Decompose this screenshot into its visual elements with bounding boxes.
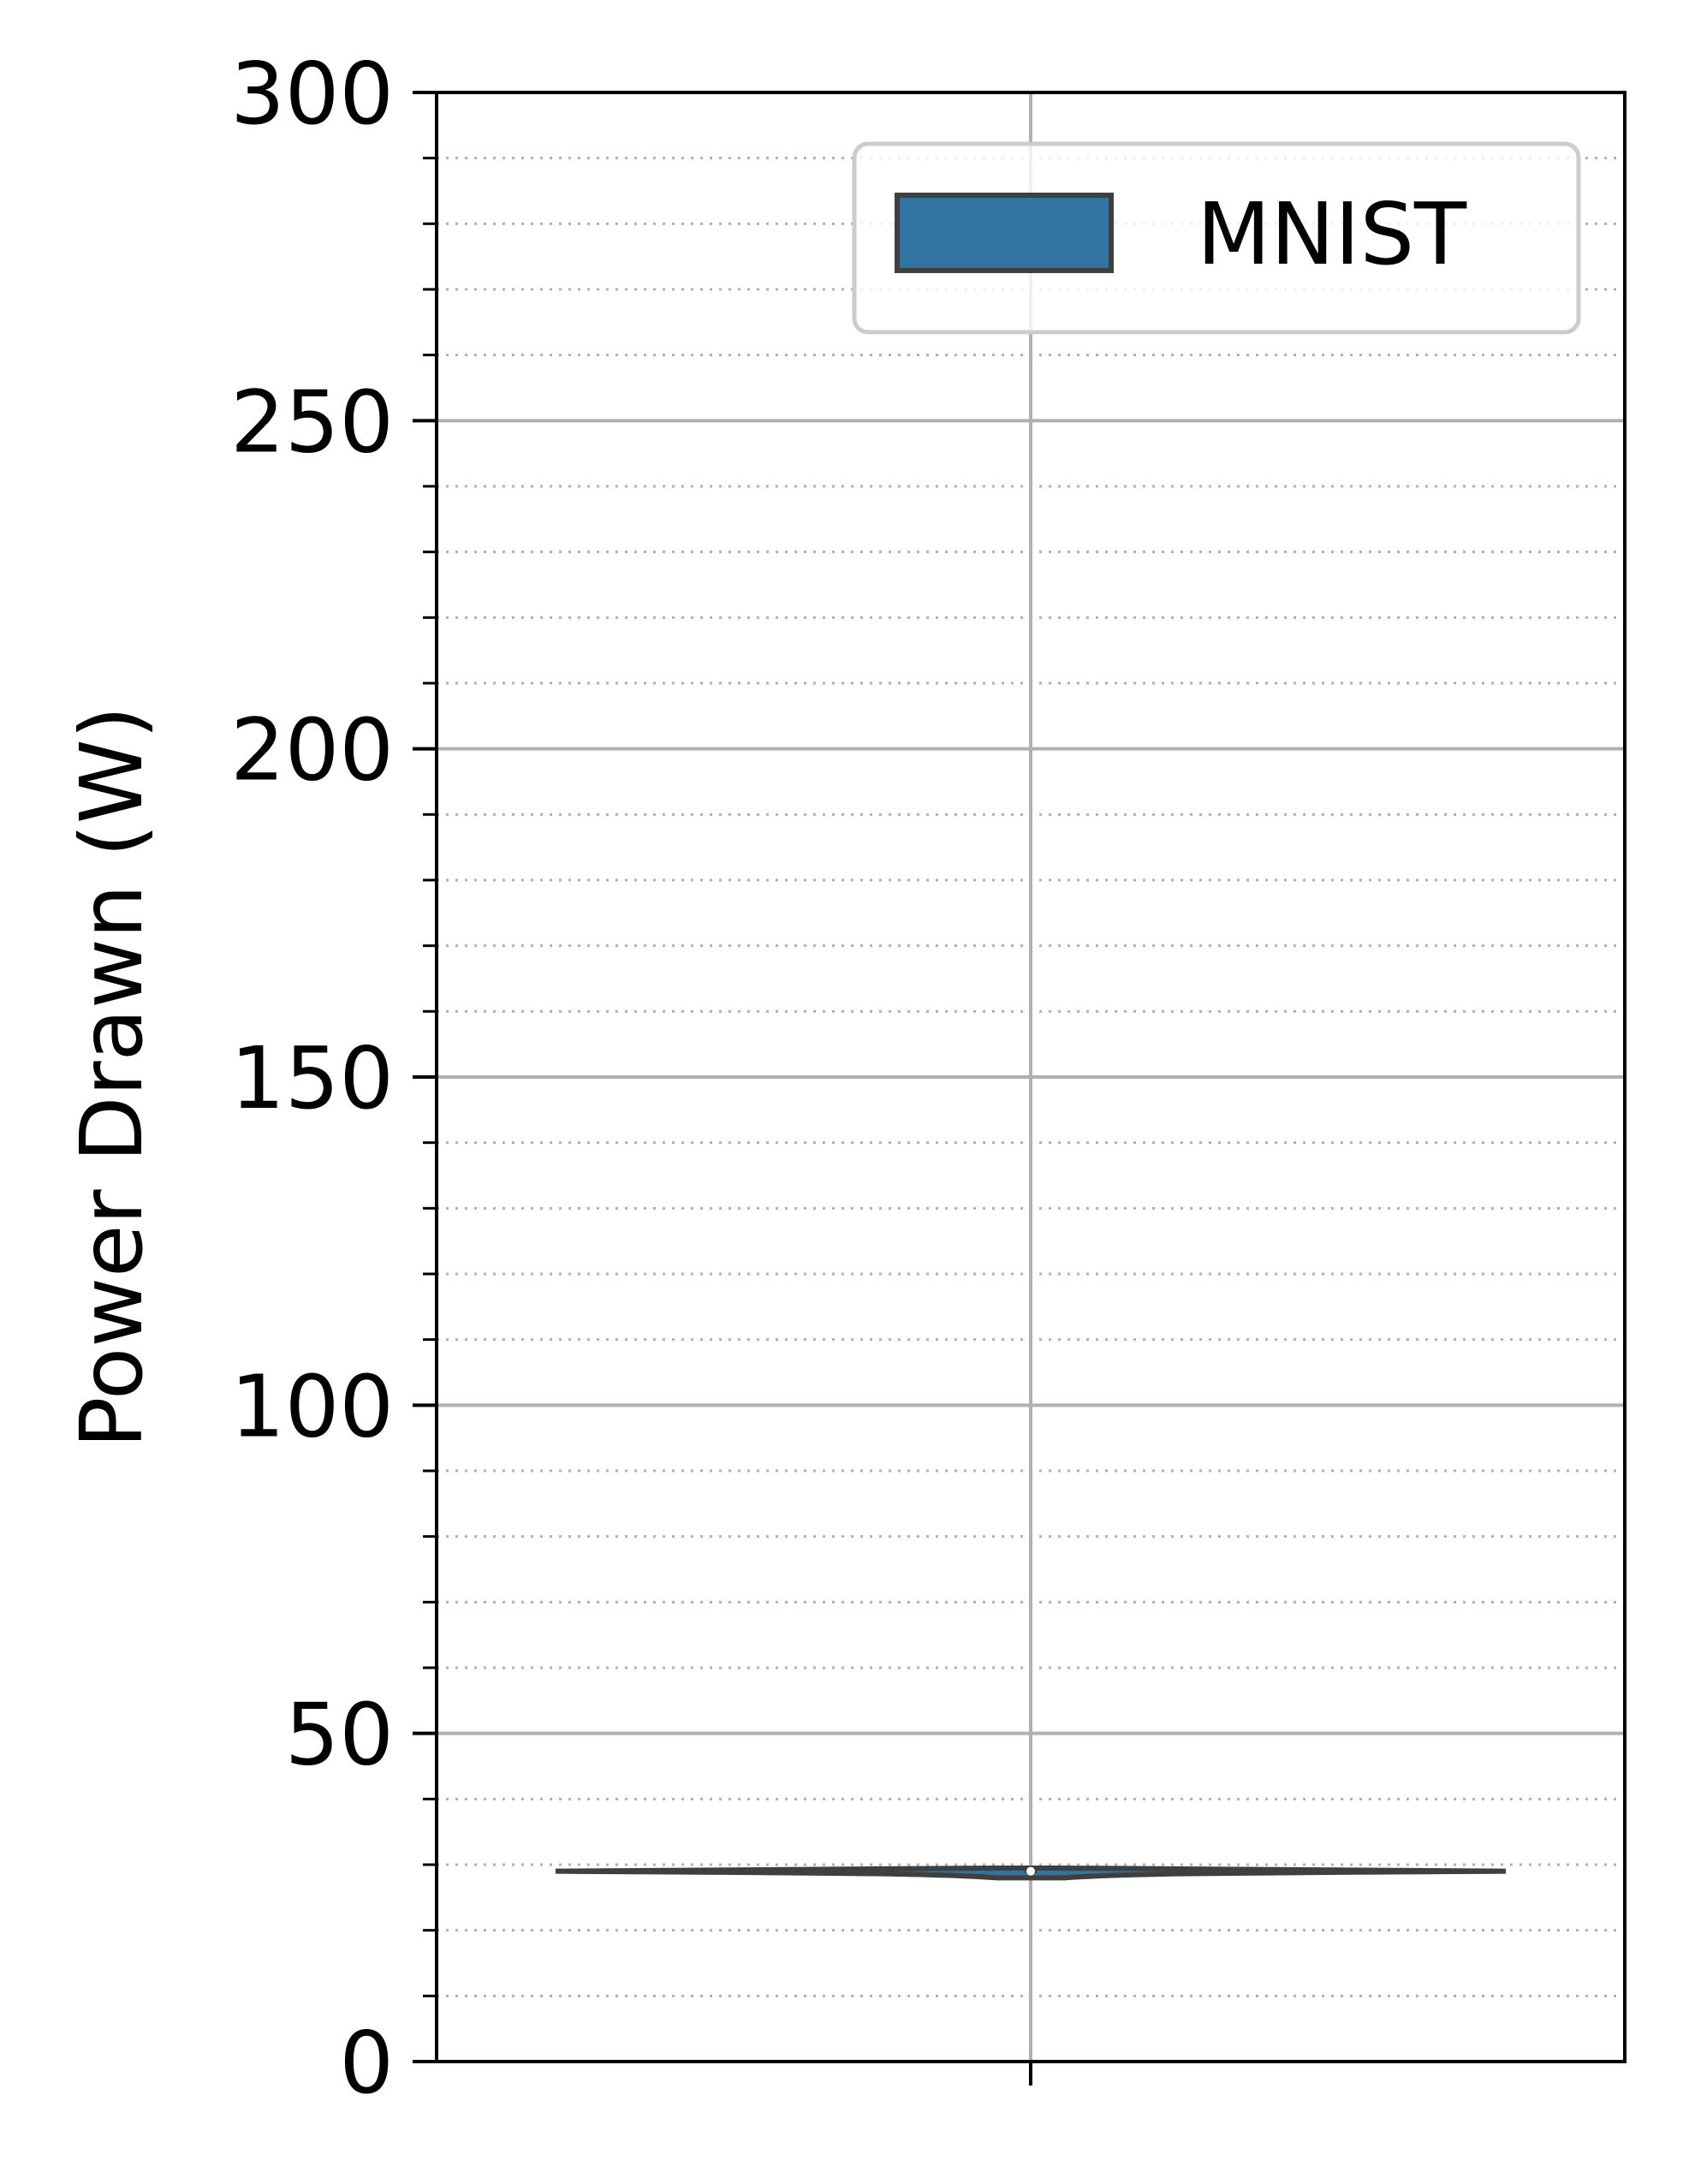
y-tick-label: 50 [285, 1685, 394, 1785]
legend-box [852, 141, 1581, 335]
y-ticks: 0 50 100 150 200 250 300 [230, 44, 437, 2113]
y-tick-label: 250 [230, 372, 394, 472]
legend-swatch-mnist [895, 193, 1114, 273]
legend: MNIST [852, 141, 1581, 335]
y-tick-label: 300 [230, 44, 394, 144]
legend-label-mnist: MNIST [1197, 184, 1467, 284]
violin-median-dot [1026, 1866, 1035, 1876]
y-tick-label: 0 [339, 2013, 394, 2113]
y-tick-label: 200 [230, 700, 394, 800]
y-tick-label: 100 [230, 1356, 394, 1456]
violin-layer [555, 1866, 1507, 1881]
y-axis-title: Power Drawn (W) [62, 705, 162, 1448]
y-tick-label: 150 [230, 1028, 394, 1128]
